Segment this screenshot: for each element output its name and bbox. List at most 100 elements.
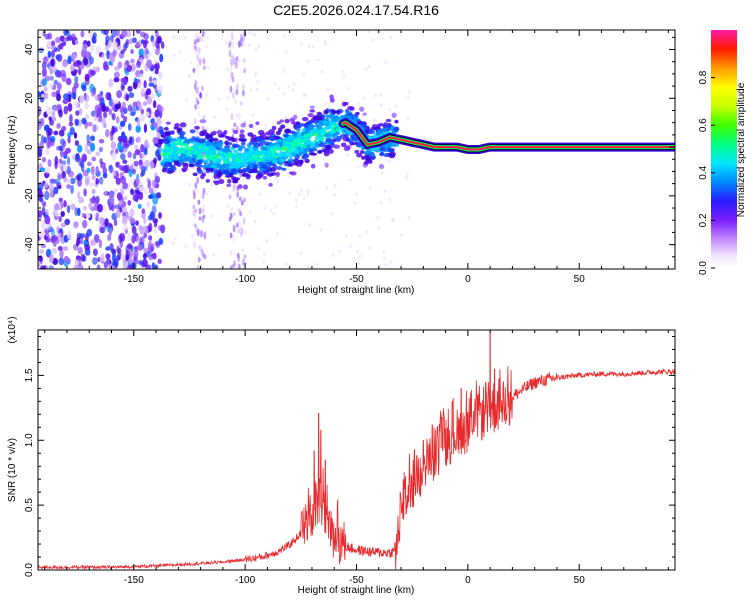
spectrogram-ridge-cell <box>216 171 223 178</box>
spectrogram-y-tick-label: -20 <box>24 188 35 203</box>
spectrogram-ridge-cell <box>189 163 195 168</box>
spectrogram-noise-cell <box>121 253 126 261</box>
spectrogram-noise-cell <box>122 164 128 174</box>
spectrogram-noise-cell <box>89 83 95 93</box>
spectrogram-noise-cell <box>276 179 280 184</box>
spectrogram-ridge-cell <box>197 169 203 175</box>
spectrogram-noise-cell <box>98 138 105 144</box>
spectrogram-noise-cell <box>248 30 251 35</box>
spectrogram-noise-cell <box>237 254 241 263</box>
spectrogram-y-tick-label: 40 <box>24 44 35 56</box>
spectrogram-noise-cell <box>187 74 191 79</box>
spectrogram-noise-cell <box>57 174 63 180</box>
spectrogram-noise-cell <box>282 91 286 96</box>
spectrogram-noise-cell <box>59 149 64 158</box>
spectrogram-noise-cell <box>201 193 205 200</box>
spectrogram-noise-cell <box>126 264 133 269</box>
spectrogram-ridge-cell <box>237 184 243 190</box>
spectrogram-noise-cell <box>184 244 187 249</box>
spectrogram-noise-cell <box>148 194 154 200</box>
spectrogram-noise-cell <box>303 196 306 201</box>
spectrogram-ridge-cell <box>219 140 224 146</box>
spectrogram-noise-cell <box>327 104 331 108</box>
spectrogram-noise-cell <box>136 61 141 68</box>
spectrogram-noise-cell <box>44 215 51 225</box>
spectrogram-noise-cell <box>400 233 403 237</box>
spectrogram-noise-cell <box>157 258 162 264</box>
spectrogram-noise-cell <box>130 49 134 54</box>
spectrogram-noise-cell <box>227 45 230 49</box>
spectrogram-noise-cell <box>60 144 65 151</box>
spectrogram-noise-cell <box>153 228 158 235</box>
spectrogram-ridge-cell <box>366 149 372 155</box>
colorbar-tick-label: 0.8 <box>698 70 709 84</box>
spectrogram-noise-cell <box>157 37 162 45</box>
spectrogram-noise-cell <box>112 258 119 267</box>
spectrogram-ridge-cell <box>232 144 239 149</box>
spectrogram-noise-cell <box>306 189 309 194</box>
spectrogram-ridge-core <box>248 154 253 158</box>
spectrogram-noise-cell <box>38 190 44 198</box>
spectrogram-noise-cell <box>325 186 328 191</box>
spectrogram-noise-cell <box>95 177 100 185</box>
spectrogram-noise-cell <box>257 44 261 49</box>
spectrogram-ridge-core <box>253 156 258 160</box>
spectrogram-ridge-cell <box>170 130 175 135</box>
spectrogram-noise-cell <box>142 101 148 106</box>
spectrogram-noise-cell <box>229 232 233 239</box>
spectrogram-noise-cell <box>122 211 126 217</box>
snr-frame <box>37 329 676 571</box>
spectrogram-noise-cell <box>81 212 86 218</box>
spectrogram-noise-cell <box>131 225 137 235</box>
spectrogram-ridge-cell <box>185 139 191 144</box>
spectrogram-noise-cell <box>389 35 393 40</box>
spectrogram-noise-cell <box>130 58 135 64</box>
spectrogram-noise-cell <box>85 51 91 59</box>
spectrogram-noise-cell <box>96 66 100 73</box>
spectrogram-noise-cell <box>202 214 206 219</box>
spectrogram-ridge-cell <box>359 106 365 112</box>
spectrogram-noise-cell <box>39 196 44 203</box>
spectrogram-noise-cell <box>198 244 202 251</box>
spectrogram-noise-cell <box>317 58 320 62</box>
spectrogram-noise-cell <box>107 234 112 242</box>
spectrogram-ridge-cell <box>169 140 177 147</box>
spectrogram-noise-cell <box>251 113 255 117</box>
spectrogram-x-tick-label: -50 <box>349 274 364 285</box>
spectrogram-ridge-cell <box>370 153 376 158</box>
spectrogram-noise-cell <box>105 257 110 267</box>
spectrogram-noise-cell <box>84 175 91 184</box>
spectrogram-noise-cell <box>60 222 66 228</box>
spectrogram-noise-cell <box>94 112 98 122</box>
spectrogram-noise-cell <box>243 197 246 202</box>
snr-x-tick-label: -100 <box>235 575 255 586</box>
spectrogram-noise-cell <box>306 265 309 269</box>
spectrogram-noise-cell <box>38 146 41 155</box>
spectrogram-noise-cell <box>248 210 252 215</box>
spectrogram-noise-cell <box>117 196 124 202</box>
spectrogram-noise-cell <box>358 254 362 258</box>
spectrogram-noise-cell <box>239 38 243 47</box>
spectrogram-noise-cell <box>308 223 311 227</box>
spectrogram-noise-cell <box>111 125 116 135</box>
spectrogram-noise-cell <box>153 157 157 164</box>
figure-title: C2E5.2026.024.17.54.R16 <box>273 2 439 18</box>
spectrogram-noise-cell <box>109 164 114 174</box>
spectrogram-noise-cell <box>58 197 64 203</box>
spectrogram-ridge-core <box>208 156 214 160</box>
spectrogram-noise-cell <box>194 31 198 40</box>
spectrogram-noise-cell <box>294 198 298 202</box>
spectrogram-noise-cell <box>51 234 58 242</box>
spectrogram-noise-cell <box>324 102 328 106</box>
spectrogram-noise-cell <box>74 118 79 126</box>
spectrogram-noise-cell <box>284 262 288 267</box>
spectrogram-noise-cell <box>348 178 352 182</box>
colorbar-tick-label: 0.0 <box>698 261 709 275</box>
spectrogram-noise-cell <box>134 79 140 84</box>
spectrogram-noise-cell <box>56 123 61 129</box>
spectrogram-heatmap <box>38 30 675 269</box>
spectrogram-noise-cell <box>323 160 327 165</box>
spectrogram-ticks: -150 -100 -50 0 50 -40 -20 0 20 40 <box>24 30 675 285</box>
spectrogram-noise-cell <box>83 188 87 197</box>
spectrogram-noise-cell <box>90 44 94 53</box>
